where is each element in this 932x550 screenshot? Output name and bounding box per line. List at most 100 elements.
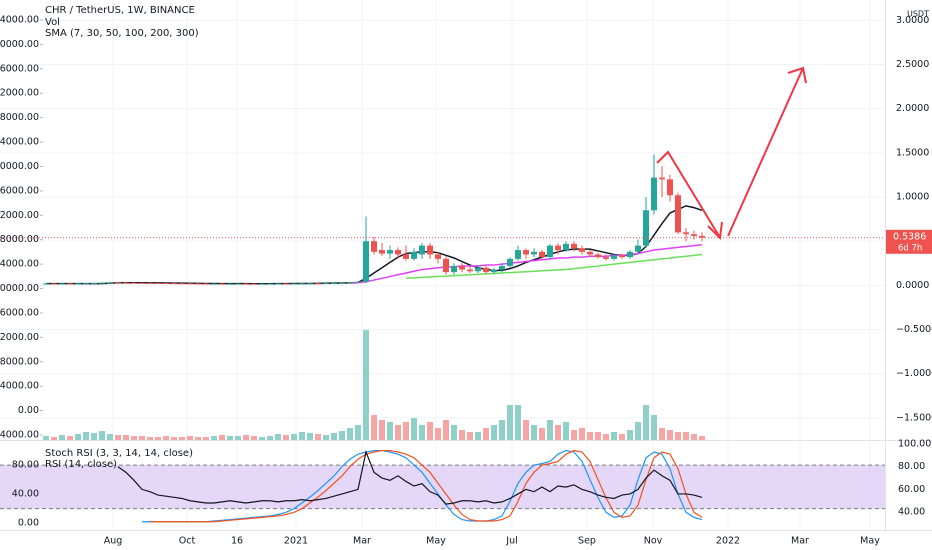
candle-body [83, 283, 89, 285]
candle-body [355, 281, 361, 283]
candle-body [275, 283, 281, 285]
candle-body [371, 241, 377, 252]
volume-label: Vol [45, 17, 60, 28]
volume-bar [691, 434, 697, 440]
candle-body [427, 245, 433, 255]
candle-body [683, 232, 689, 235]
y-tick-label: −1.5000 [896, 412, 932, 423]
volume-bar [403, 422, 409, 440]
left-tick-label: 48000.00 [0, 112, 39, 123]
candle-body [107, 282, 113, 284]
stoch-tick-label: 40.00 [12, 489, 39, 500]
grid [0, 0, 885, 530]
volume-bar [171, 437, 177, 440]
volume-bar [683, 432, 689, 440]
stoch-tick-label: 80.00 [12, 460, 39, 471]
candle-body [43, 283, 49, 285]
sma-line [405, 253, 703, 280]
candle-body [547, 245, 553, 258]
rsi-tick-label: 80.00 [898, 461, 925, 472]
candle-body [363, 241, 369, 282]
x-tick-label: Jul [505, 536, 517, 547]
candle-body [603, 257, 609, 259]
volume-bar [99, 431, 105, 440]
candle-body [643, 210, 649, 246]
axes: Aug Oct 16 2021 Mar May Jul Sep Nov 2022 Mar May 3.0… [0, 15, 932, 547]
candle-body [475, 267, 481, 272]
volume-bar [579, 428, 585, 440]
volume-bar [267, 436, 273, 440]
volume-bar [51, 437, 57, 440]
candle-body [315, 283, 321, 285]
left-tick-label: 0.00 [18, 405, 39, 416]
candle-body [267, 283, 273, 285]
volume-bar [483, 428, 489, 440]
volume-bar [443, 420, 449, 440]
volume-bar [387, 422, 393, 440]
candle-body [395, 250, 401, 255]
volume-bar [307, 433, 313, 440]
y-tick-label: −0.5000 [896, 324, 932, 335]
volume-bar [163, 436, 169, 440]
volume-bar [643, 405, 649, 440]
volume-bar [43, 436, 49, 440]
candle-body [211, 283, 217, 285]
volume-bar [187, 436, 193, 440]
candle-body [579, 248, 585, 252]
x-tick-label: May [426, 536, 446, 547]
volume-bar [547, 420, 553, 440]
volume-bar [595, 432, 601, 440]
volume-bar [475, 432, 481, 440]
volume-bar [131, 436, 137, 440]
candle-body [51, 283, 57, 285]
candle-body [491, 269, 497, 273]
volume-bar [467, 432, 473, 440]
candle-body [659, 177, 665, 180]
candle-body [163, 283, 169, 285]
candle-body [187, 283, 193, 285]
candle-body [227, 283, 233, 285]
volume-bar [675, 432, 681, 440]
candle-body [219, 283, 225, 285]
volume-bar [339, 431, 345, 440]
x-tick-label: Mar [353, 536, 371, 547]
volume-bar [571, 430, 577, 440]
x-tick-label: 2022 [716, 536, 740, 547]
volume-bar [299, 432, 305, 440]
rsi-tick-label: 40.00 [898, 507, 925, 518]
y-tick-label: 2.5000 [896, 59, 929, 70]
x-tick-label: 2021 [284, 536, 308, 547]
candle-body [339, 282, 345, 284]
x-tick-label: May [860, 536, 880, 547]
volume-bar [179, 437, 185, 440]
candle-body [691, 234, 697, 236]
candle-body [347, 282, 353, 284]
volume-bar [219, 435, 225, 440]
volume-bar [563, 422, 569, 440]
left-tick-label: 44000.00 [0, 137, 39, 148]
volume-bar [291, 434, 297, 440]
left-tick-label: 8000.00 [0, 356, 39, 367]
volume-bar [275, 434, 281, 440]
left-tick-label: 32000.00 [0, 210, 39, 221]
candle-body [331, 282, 337, 284]
candle-body [387, 250, 393, 254]
candle-body [155, 282, 161, 284]
volume-bar [315, 434, 321, 440]
volume-bar [699, 436, 705, 440]
left-tick-label: 24000.00 [0, 259, 39, 270]
volume-bar [243, 435, 249, 440]
y-tick-label: 3.0000 [896, 15, 929, 26]
candle-body [523, 250, 529, 255]
candle-body [651, 177, 657, 211]
volume-bar [635, 422, 641, 440]
countdown: 6d 7h [898, 243, 922, 253]
volume-bar [139, 436, 145, 440]
candle-body [539, 251, 545, 258]
volume-bar [211, 436, 217, 440]
sma-line [349, 243, 703, 284]
stoch-tick-label: 0.00 [18, 518, 39, 529]
x-tick-label: Oct [179, 536, 196, 547]
volume-bar [555, 425, 561, 440]
candle-body [531, 251, 537, 255]
